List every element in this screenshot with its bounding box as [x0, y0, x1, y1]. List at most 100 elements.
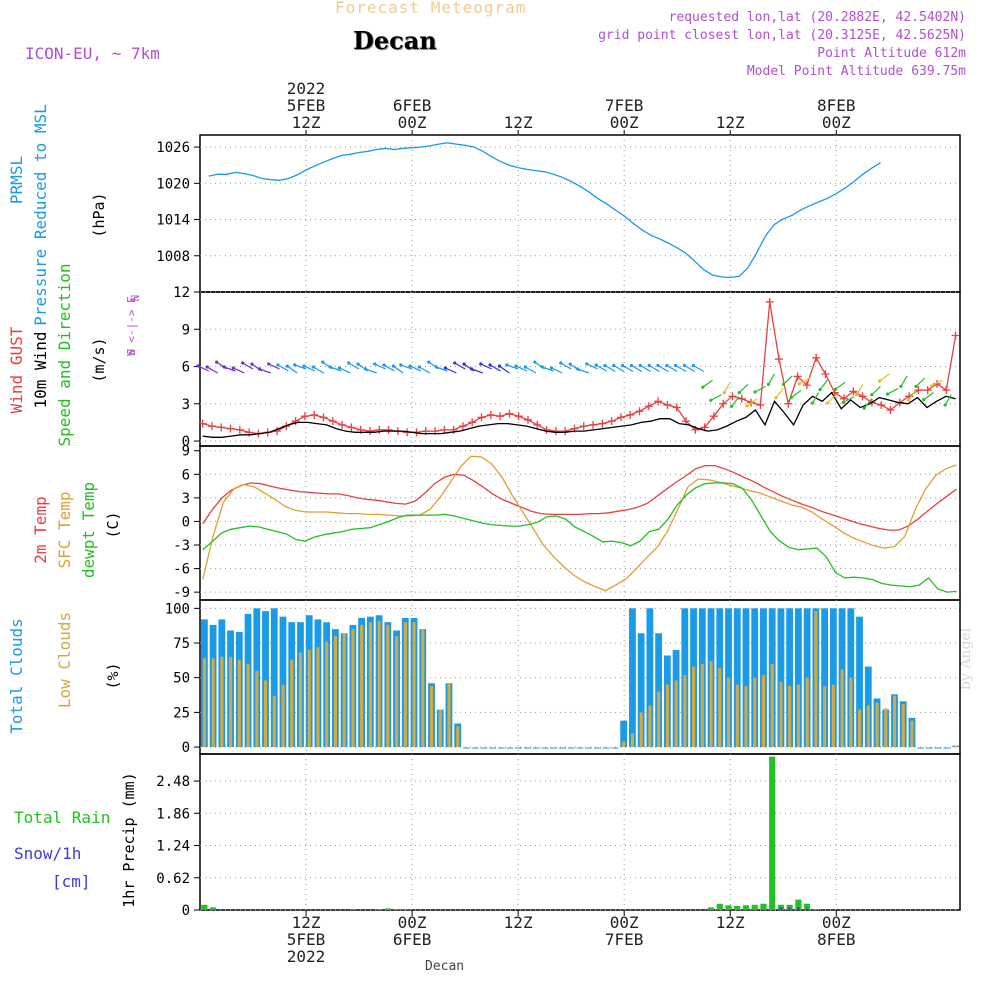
low-cloud-bar	[840, 669, 844, 748]
y-tick-label: 25	[173, 705, 190, 721]
snow-bar	[805, 908, 809, 910]
low-cloud-bar	[351, 629, 355, 748]
point-altitude: Point Altitude 612m	[817, 46, 966, 61]
compass-east-west: W <-|-> E	[125, 296, 138, 356]
wind-direction-arrow	[419, 366, 431, 374]
wind-direction-arrow	[374, 363, 386, 370]
wind-direction-arrow	[843, 396, 855, 403]
gust-marker	[375, 425, 384, 434]
gust-marker	[226, 424, 235, 433]
rain-legend-label: Total Rain	[14, 808, 110, 827]
rain-bar	[769, 756, 776, 910]
wind-direction-arrowhead	[730, 404, 734, 408]
wind-direction-arrowhead	[196, 364, 200, 368]
low-cloud-bar	[866, 705, 870, 748]
wind-direction-arrow	[915, 377, 926, 387]
rain-bar	[201, 904, 208, 910]
wind-direction-arrow	[233, 367, 245, 374]
total-cloud-bar	[620, 720, 628, 748]
wind-direction-arrowhead	[943, 403, 947, 407]
wind-direction-arrowhead	[293, 363, 297, 367]
gust-marker	[737, 394, 746, 403]
low-cloud-bar	[630, 733, 634, 748]
gust-marker	[468, 418, 477, 427]
wind-direction-arrow	[723, 381, 731, 393]
low-cloud-bar	[368, 622, 372, 748]
y-tick-label: 100	[165, 601, 190, 617]
y-tick-label: 9	[182, 322, 190, 338]
wind-direction-arrowhead	[745, 404, 749, 408]
low-cloud-bar	[849, 677, 853, 748]
wind-direction-arrowhead	[311, 365, 315, 369]
low-clouds-label: Low Clouds	[55, 612, 74, 708]
gust-marker	[505, 409, 514, 418]
top-time-label: 2022	[287, 79, 326, 98]
gust-marker	[533, 420, 542, 429]
gust-marker	[793, 372, 802, 381]
wind-direction-arrow	[259, 368, 271, 374]
wind-direction-arrowhead	[469, 367, 474, 371]
y-tick-label: 1.86	[156, 806, 190, 822]
top-time-label: 6FEB	[393, 96, 432, 115]
panel-frame-2	[199, 445, 961, 601]
wind-direction-arrowhead	[701, 385, 705, 389]
gust-marker	[626, 410, 635, 419]
y-tick-label: -9	[173, 585, 190, 601]
y-tick-label: 0	[182, 434, 190, 450]
wind-direction-arrowhead	[568, 362, 572, 366]
gust-marker	[607, 417, 616, 426]
wind-direction-arrow	[577, 368, 590, 374]
rain-bar	[725, 905, 732, 910]
low-cloud-bar	[700, 663, 704, 748]
wind-direction-arrow	[242, 362, 254, 370]
wind-direction-label: Speed and Direction	[55, 263, 74, 446]
y-tick-label: 0	[182, 514, 190, 530]
panel-frame-4	[199, 753, 961, 911]
wind-direction-arrowhead	[462, 362, 466, 366]
low-cloud-bar	[770, 663, 774, 748]
rain-bar	[402, 909, 409, 910]
low-cloud-bar	[202, 658, 206, 748]
gust-marker	[719, 399, 728, 408]
y-tick-label: 6	[182, 467, 190, 483]
gust-marker	[756, 401, 765, 410]
wind-direction-arrow	[684, 364, 696, 373]
wind-direction-arrowhead	[612, 363, 616, 368]
gust-marker	[942, 386, 951, 395]
wind-direction-arrow	[393, 365, 404, 374]
gust-marker	[235, 425, 244, 434]
low-cloud-bar	[692, 666, 696, 748]
low-cloud-bar	[342, 633, 346, 748]
bottom-time-label: 00Z	[610, 913, 639, 932]
low-cloud-bar	[255, 670, 259, 748]
y-tick-label: 1020	[156, 176, 190, 192]
wind-direction-arrow	[595, 364, 607, 372]
low-cloud-bar	[761, 674, 766, 748]
low-cloud-bar	[377, 620, 381, 748]
low-cloud-bar	[709, 661, 713, 748]
wind-direction-arrowhead	[231, 366, 235, 370]
wind-direction-arrow	[499, 365, 510, 374]
wind-direction-arrowhead	[638, 363, 642, 368]
location-title: Decan	[353, 26, 437, 55]
wind-direction-arrow	[409, 365, 422, 372]
rain-bar	[210, 907, 217, 910]
low-cloud-bar	[954, 745, 958, 748]
low-cloud-bar	[727, 677, 731, 748]
wind-direction-arrow	[923, 392, 934, 401]
wind-direction-arrowhead	[540, 365, 544, 369]
gust-marker	[207, 422, 216, 431]
wind-direction-arrowhead	[603, 363, 607, 368]
wind-direction-arrowhead	[347, 361, 351, 365]
wind-direction-arrowhead	[575, 367, 580, 371]
wind-direction-arrow	[525, 366, 537, 374]
wind-direction-arrowhead	[647, 363, 651, 368]
wind-direction-arrowhead	[276, 363, 280, 367]
low-cloud-bar	[674, 680, 678, 748]
low-cloud-bar	[639, 712, 643, 748]
pressure-label-2: Pressure Reduced to MSL	[31, 104, 50, 326]
wind-direction-arrow	[835, 381, 846, 390]
bottom-time-label: 2022	[287, 947, 326, 966]
gust-line	[202, 301, 957, 435]
wind-direction-arrow	[746, 398, 758, 407]
